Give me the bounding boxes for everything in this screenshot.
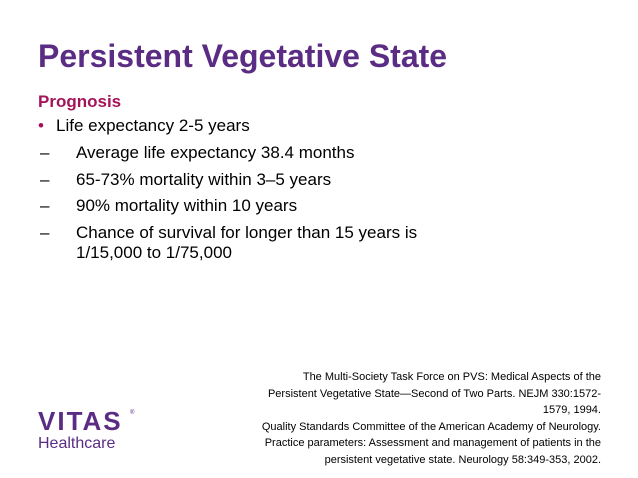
vitas-logo: VITAS ® Healthcare: [38, 408, 138, 458]
citation-text: The Multi-Society Task Force on PVS: Med…: [267, 371, 601, 416]
citations: The Multi-Society Task Force on PVS: Med…: [256, 369, 601, 468]
bullet-dot-icon: •: [38, 116, 44, 135]
dash-icon: –: [40, 169, 50, 189]
sub-bullet-text: Chance of survival for longer than 15 ye…: [76, 222, 418, 262]
sub-bullet-text: Average life expectancy 38.4 months: [76, 143, 355, 163]
bullet-text: Life expectancy 2-5 years: [56, 116, 250, 135]
slide-subtitle: Prognosis: [38, 92, 122, 111]
bullet-item: • Life expectancy 2-5 years: [38, 116, 438, 136]
bullet-list: • Life expectancy 2-5 years – Average li…: [38, 116, 438, 269]
slide-title: Persistent Vegetative State: [38, 38, 448, 74]
sub-bullet-text: 65-73% mortality within 3–5 years: [76, 169, 332, 189]
logo-subtext: Healthcare: [38, 435, 116, 452]
citation-text: Quality Standards Committee of the Ameri…: [261, 420, 601, 466]
dash-icon: –: [40, 196, 50, 216]
sub-bullet-item: – 90% mortality within 10 years: [38, 196, 438, 216]
logo-wordmark: VITAS: [38, 406, 123, 436]
registered-mark: ®: [130, 410, 135, 416]
sub-bullet-text: 90% mortality within 10 years: [76, 196, 298, 216]
sub-bullet-item: – Chance of survival for longer than 15 …: [38, 223, 421, 264]
dash-icon: –: [40, 222, 50, 242]
sub-bullet-item: – Average life expectancy 38.4 months: [38, 143, 438, 163]
sub-bullet-item: – 65-73% mortality within 3–5 years: [38, 170, 438, 190]
dash-icon: –: [40, 143, 50, 163]
